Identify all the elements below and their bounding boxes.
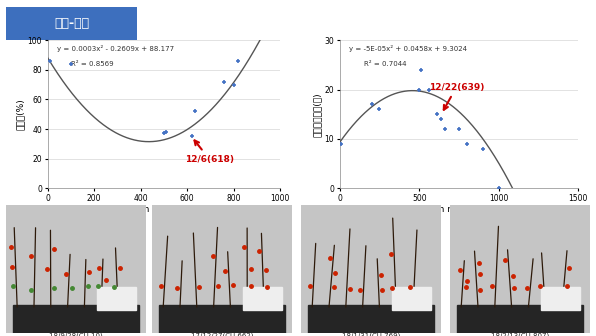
Point [414,87,424,92]
Point [375,107,384,112]
Y-axis label: 발아소요일수(일): 발아소요일수(일) [313,92,322,136]
Text: 18/1/31(CU 769): 18/1/31(CU 769) [342,333,400,336]
Bar [97,287,136,310]
Bar [541,287,581,310]
Point [367,102,376,107]
Text: 18/9/28(CU 10): 18/9/28(CU 10) [49,333,103,336]
Text: 18/2/13(CU 807): 18/2/13(CU 807) [491,333,549,336]
Text: 17/12/27(CU 662): 17/12/27(CU 662) [191,333,253,336]
Bar [243,287,283,310]
Point [66,61,76,67]
Bar [308,304,434,333]
Point [162,129,171,135]
Point [187,134,197,139]
Text: 사과-홍로: 사과-홍로 [54,17,89,30]
Point [337,141,346,146]
Point [454,126,464,132]
Point [191,109,200,114]
Point [45,58,55,64]
Point [416,67,426,73]
X-axis label: Utah model(CU): Utah model(CU) [423,206,495,214]
Text: y = -5E-05x² + 0.0458x + 9.3024: y = -5E-05x² + 0.0458x + 9.3024 [349,45,467,52]
Point [219,79,229,84]
Text: R² = 0.8569: R² = 0.8569 [71,61,114,67]
Point [424,87,433,92]
X-axis label: Utah model(CU): Utah model(CU) [128,206,200,214]
Bar [13,304,139,333]
Y-axis label: 발아율(%): 발아율(%) [16,98,25,130]
Bar [159,304,285,333]
Point [159,131,169,136]
Bar [392,287,432,310]
Text: R² = 0.7044: R² = 0.7044 [364,61,406,67]
Point [494,185,504,191]
Point [229,82,238,87]
Text: 12/6(618): 12/6(618) [185,140,234,164]
Text: y = 0.0003x² - 0.2609x + 88.177: y = 0.0003x² - 0.2609x + 88.177 [57,45,174,52]
Point [478,146,488,152]
Point [432,112,442,117]
Point [440,126,449,132]
Point [462,141,471,146]
Text: 12/22(639): 12/22(639) [429,83,484,110]
Bar [457,304,583,333]
Point [234,58,243,64]
Point [437,117,446,122]
